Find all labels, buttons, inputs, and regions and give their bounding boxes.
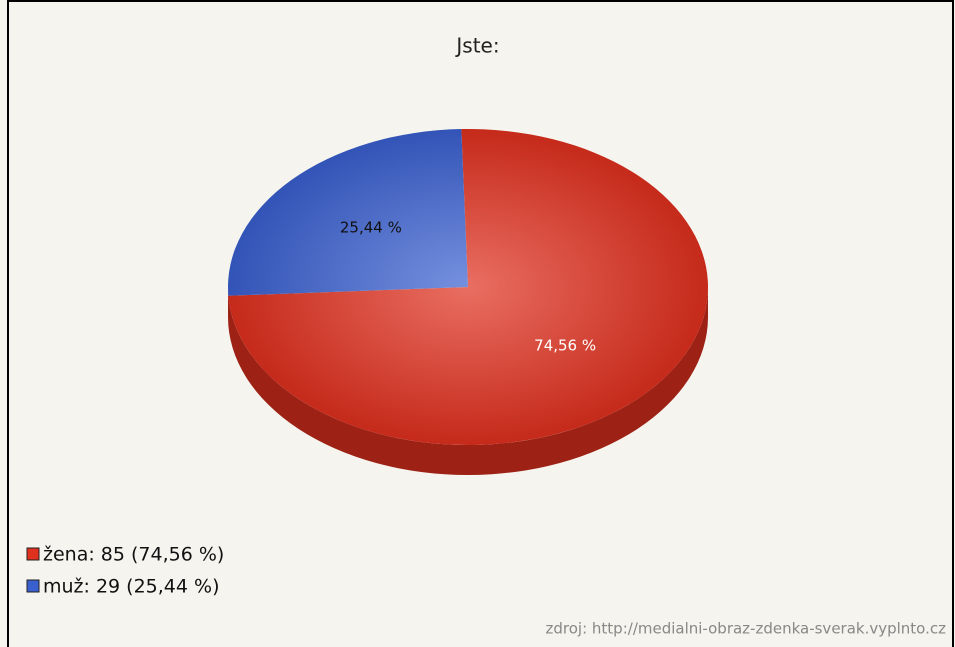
slice-label: 74,56 % bbox=[534, 336, 596, 354]
pie-side bbox=[228, 287, 708, 475]
slice-label: 25,44 % bbox=[340, 219, 402, 237]
legend-swatch bbox=[26, 547, 40, 561]
legend-swatch bbox=[26, 579, 40, 593]
pie-slice bbox=[228, 129, 468, 296]
chart-title: Jste: bbox=[454, 34, 499, 58]
legend-label: žena: 85 (74,56 %) bbox=[43, 544, 224, 566]
source-note: zdroj: http://medialni-obraz-zdenka-sver… bbox=[546, 620, 947, 638]
pie-slice bbox=[228, 129, 708, 446]
legend-label: muž: 29 (25,44 %) bbox=[43, 576, 220, 598]
